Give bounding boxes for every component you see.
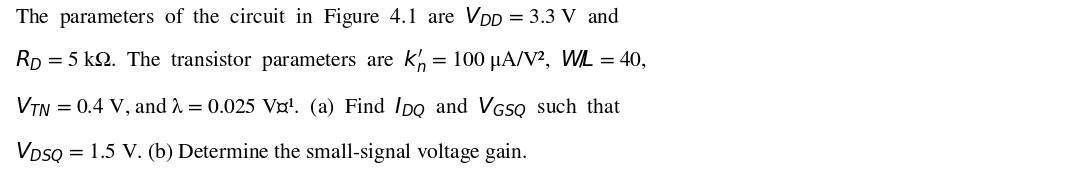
Text: $V_{DSQ}$ = 1.5 V. (b) Determine the small-signal voltage gain.: $V_{DSQ}$ = 1.5 V. (b) Determine the sma… <box>15 141 528 166</box>
Text: $V_{TN}$ = 0.4 V, and λ = 0.025 V⁻¹.  (a)  Find  $I_{DQ}$  and  $V_{GSQ}$  such : $V_{TN}$ = 0.4 V, and λ = 0.025 V⁻¹. (a)… <box>15 95 621 121</box>
Text: The  parameters  of  the  circuit  in  Figure  4.1  are  $V_{DD}$ = 3.3 V  and: The parameters of the circuit in Figure … <box>15 5 620 30</box>
Text: $R_D$ = 5 kΩ.  The  transistor  parameters  are  $k_n'$ = 100 μA/V²,  $W\!/\!L$ : $R_D$ = 5 kΩ. The transistor parameters … <box>15 48 647 75</box>
